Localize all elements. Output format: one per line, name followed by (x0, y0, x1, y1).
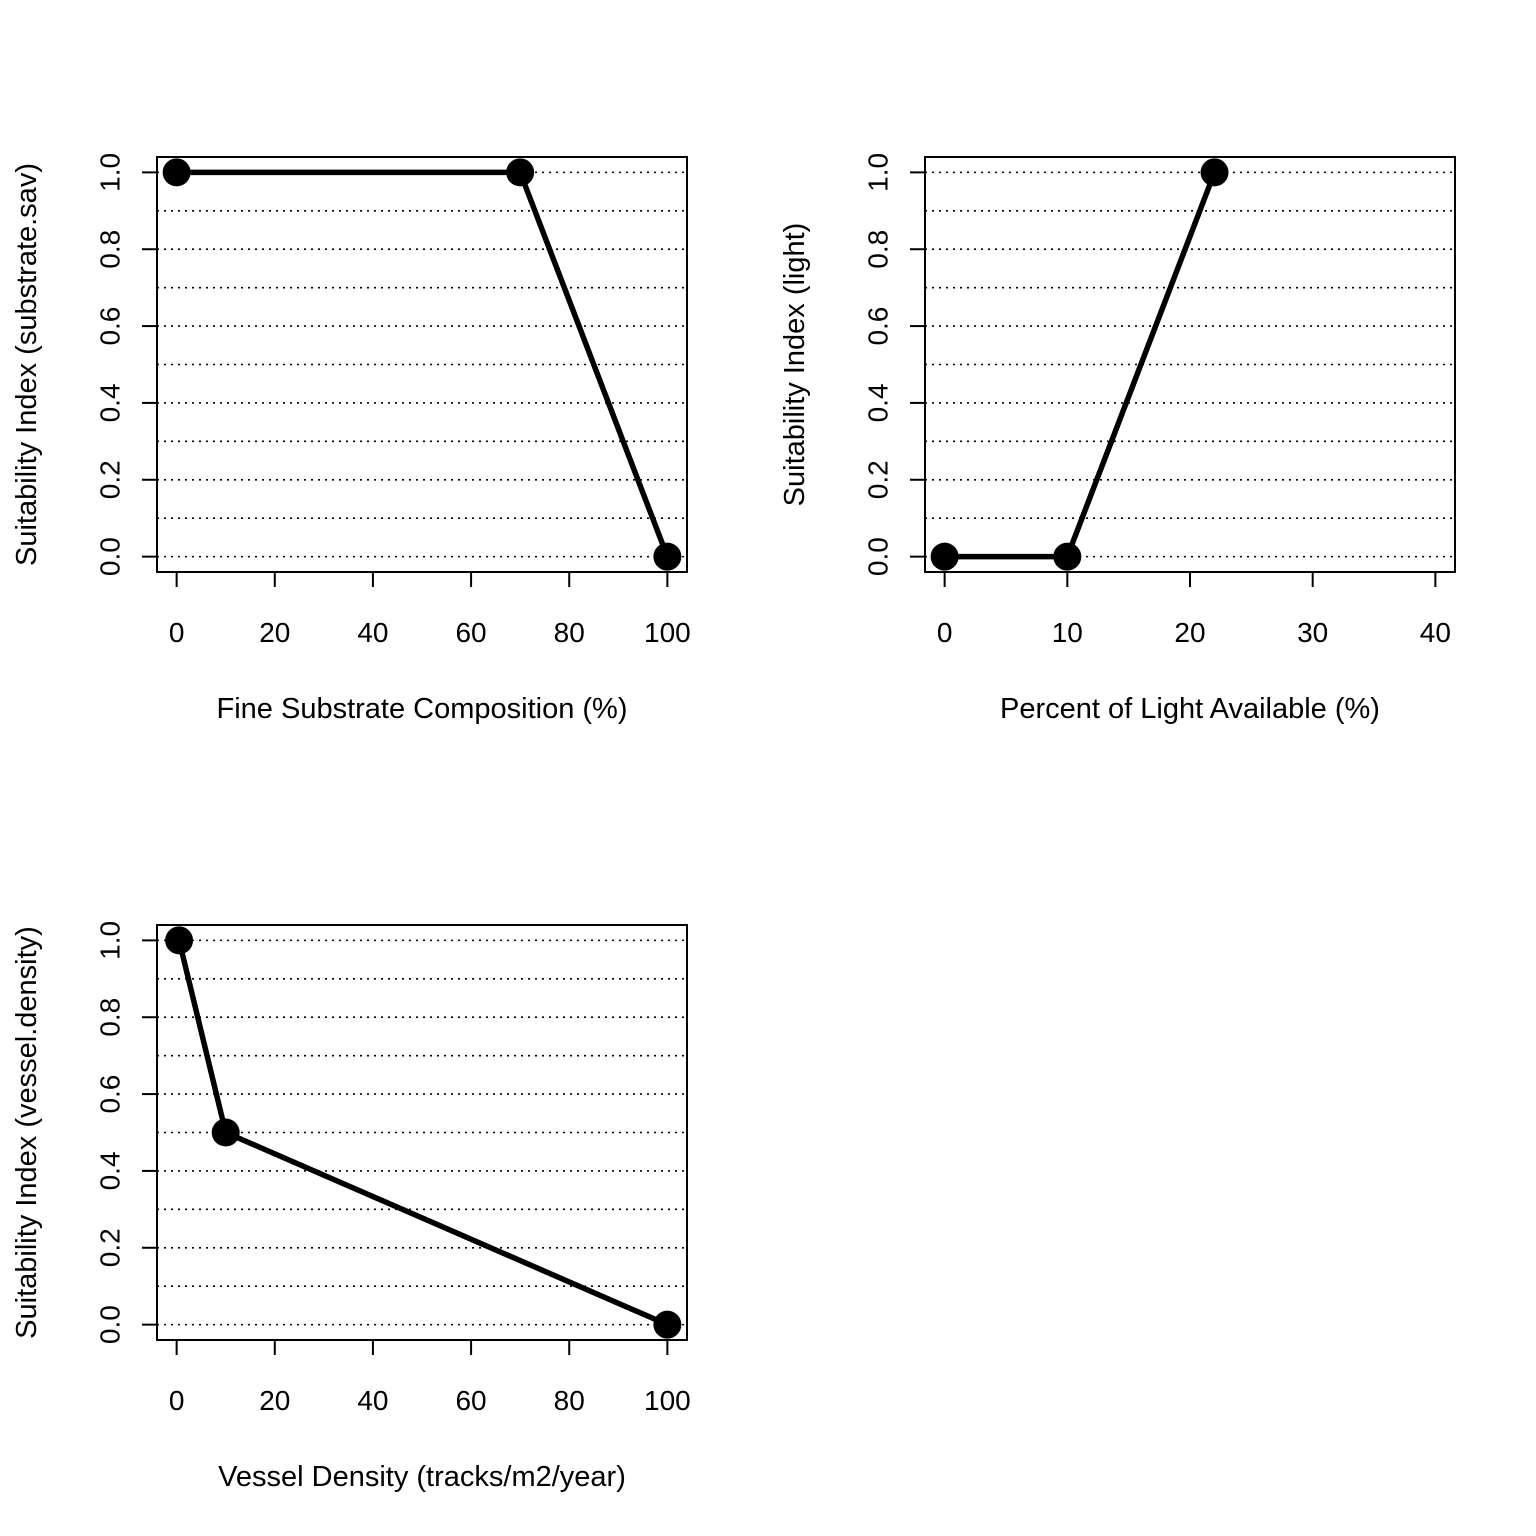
x-tick-label: 0 (937, 617, 953, 648)
y-tick-label: 0.4 (95, 383, 126, 422)
y-tick-label: 0.0 (95, 537, 126, 576)
x-tick-label: 20 (1174, 617, 1205, 648)
y-tick-label: 0.0 (95, 1305, 126, 1344)
x-tick-label: 100 (644, 1385, 691, 1416)
y-tick-label: 0.6 (863, 307, 894, 346)
x-tick-label: 80 (554, 617, 585, 648)
plot-frame (156, 156, 688, 573)
y-tick-label: 0.0 (863, 537, 894, 576)
y-axis-title: Suitability Index (light) (779, 223, 811, 507)
x-axis-title: Fine Substrate Composition (%) (217, 693, 628, 725)
x-tick-label: 40 (357, 617, 388, 648)
data-point (506, 158, 535, 187)
x-axis-title: Percent of Light Available (%) (1000, 693, 1380, 725)
data-point (653, 542, 682, 571)
x-tick-label: 30 (1297, 617, 1328, 648)
y-tick-label: 0.8 (863, 230, 894, 269)
y-tick-label: 0.6 (95, 307, 126, 346)
x-tick-label: 20 (259, 1385, 290, 1416)
chart-panel-1: 0 20 40 60 80 100 0.0 0.2 0.4 0.6 0.8 1.0 Fine Subst… (11, 153, 691, 725)
data-point (1200, 158, 1229, 187)
y-tick-label: 0.8 (95, 230, 126, 269)
y-tick-label: 0.2 (95, 1228, 126, 1267)
plot-frame (924, 156, 1456, 573)
y-tick-label: 0.2 (95, 460, 126, 499)
data-point (211, 1118, 240, 1147)
x-tick-label: 0 (169, 617, 185, 648)
y-tick-label: 0.8 (95, 998, 126, 1037)
y-axis-title: Suitability Index (substrate.sav) (11, 163, 43, 566)
x-tick-label: 100 (644, 617, 691, 648)
y-tick-label: 0.4 (863, 383, 894, 422)
chart-panel-2: 0 10 20 30 40 0.0 0.2 0.4 0.6 0.8 1.0 Percent of Li… (779, 153, 1456, 725)
series-line (176, 169, 670, 558)
x-tick-label: 10 (1052, 617, 1083, 648)
y-tick-label: 1.0 (95, 921, 126, 960)
x-tick-label: 40 (1420, 617, 1451, 648)
y-tick-label: 0.4 (95, 1151, 126, 1190)
y-tick-label: 1.0 (95, 153, 126, 192)
x-tick-label: 60 (455, 617, 486, 648)
y-tick-label: 0.6 (95, 1075, 126, 1114)
data-point (1053, 542, 1082, 571)
x-tick-label: 80 (554, 1385, 585, 1416)
y-axis-title: Suitability Index (vessel.density) (11, 926, 43, 1339)
data-point (165, 926, 194, 955)
x-tick-label: 0 (169, 1385, 185, 1416)
data-point (162, 158, 191, 187)
x-tick-label: 20 (259, 617, 290, 648)
y-tick-label: 1.0 (863, 153, 894, 192)
data-point (930, 542, 959, 571)
data-point (653, 1310, 682, 1339)
x-axis-title: Vessel Density (tracks/m2/year) (218, 1461, 626, 1493)
x-tick-label: 60 (455, 1385, 486, 1416)
chart-panel-3: 0 20 40 60 80 100 0.0 0.2 0.4 0.6 0.8 1.0 Vessel Den… (11, 921, 691, 1493)
x-tick-label: 40 (357, 1385, 388, 1416)
y-tick-label: 0.2 (863, 460, 894, 499)
